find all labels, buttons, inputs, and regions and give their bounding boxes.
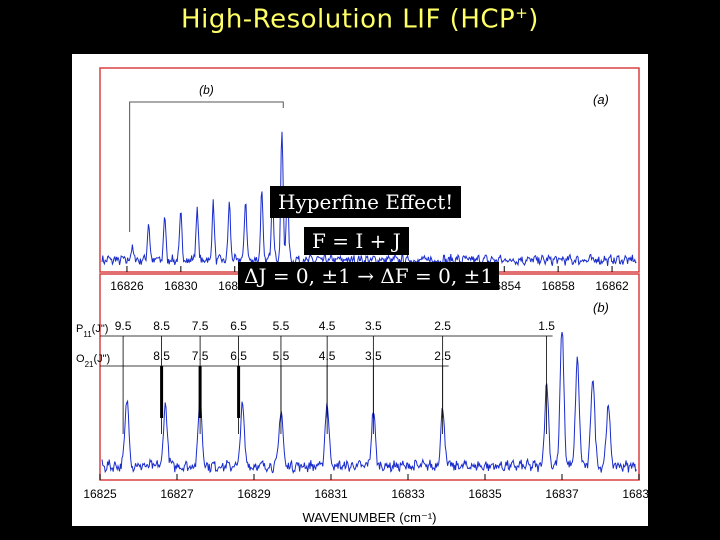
- title-main: High-Resolution LIF (HCP: [181, 4, 516, 35]
- branch-label-1: O21(J"): [76, 353, 110, 369]
- j-label: 6.5: [230, 349, 247, 363]
- overlay-selection-rules: ΔJ = 0, ±1 → ΔF = 0, ±1: [238, 262, 500, 290]
- panel-b-tick-label: 16825: [83, 487, 117, 501]
- panel-a-tick-label: 16858: [541, 279, 575, 293]
- inset-label: (b): [199, 83, 214, 97]
- overlay-f-equation: F = I + J: [304, 227, 409, 255]
- panel-b-tick-label: 16833: [391, 487, 425, 501]
- panel-b-tick-label: 16835: [468, 487, 502, 501]
- panel-a-label: (a): [593, 92, 609, 107]
- x-axis-label: WAVENUMBER (cm⁻¹): [303, 510, 437, 525]
- j-label: 7.5: [192, 349, 209, 363]
- j-label: 2.5: [434, 349, 451, 363]
- panel-b-label: (b): [593, 300, 609, 315]
- panel-a-tick-label: 16862: [595, 279, 629, 293]
- panel-b-tick-label: 16829: [237, 487, 271, 501]
- overlay-hyperfine: Hyperfine Effect!: [270, 186, 462, 218]
- j-label: 4.5: [319, 349, 336, 363]
- j-label: 5.5: [273, 319, 290, 333]
- j-label: 3.5: [365, 319, 382, 333]
- panel-b-tick-label: 16837: [545, 487, 579, 501]
- spectrum-chart: 16826 16830 16834 16854 16858 16862(a)(b)1682…: [76, 67, 648, 525]
- panel-b-tick-label: 16839: [622, 487, 648, 501]
- title-end: ): [528, 4, 539, 35]
- j-label: 6.5: [230, 319, 247, 333]
- spectrum-figure: 16826 16830 16834 16854 16858 16862 (a) (b) 1682…: [72, 54, 648, 526]
- j-label: 7.5: [192, 319, 209, 333]
- j-label: 2.5: [434, 319, 451, 333]
- j-label: 3.5: [365, 349, 382, 363]
- j-label: 5.5: [273, 349, 290, 363]
- branch-label-0: P11(J"): [76, 323, 108, 339]
- inset-bracket: [129, 101, 284, 232]
- panel-a-tick-label: 16830: [164, 279, 198, 293]
- j-label: 9.5: [115, 319, 132, 333]
- slide-title: High-Resolution LIF (HCP+): [0, 4, 720, 35]
- panel-b-tick-label: 16831: [314, 487, 348, 501]
- panel-b-tick-label: 16827: [160, 487, 194, 501]
- j-label: 8.5: [153, 349, 170, 363]
- j-label: 1.5: [538, 319, 555, 333]
- j-label: 4.5: [319, 319, 336, 333]
- panel-a-tick-label: 16826: [110, 279, 144, 293]
- j-label: 8.5: [153, 319, 170, 333]
- title-superscript: +: [515, 4, 529, 22]
- panel-b-trace: [101, 332, 637, 474]
